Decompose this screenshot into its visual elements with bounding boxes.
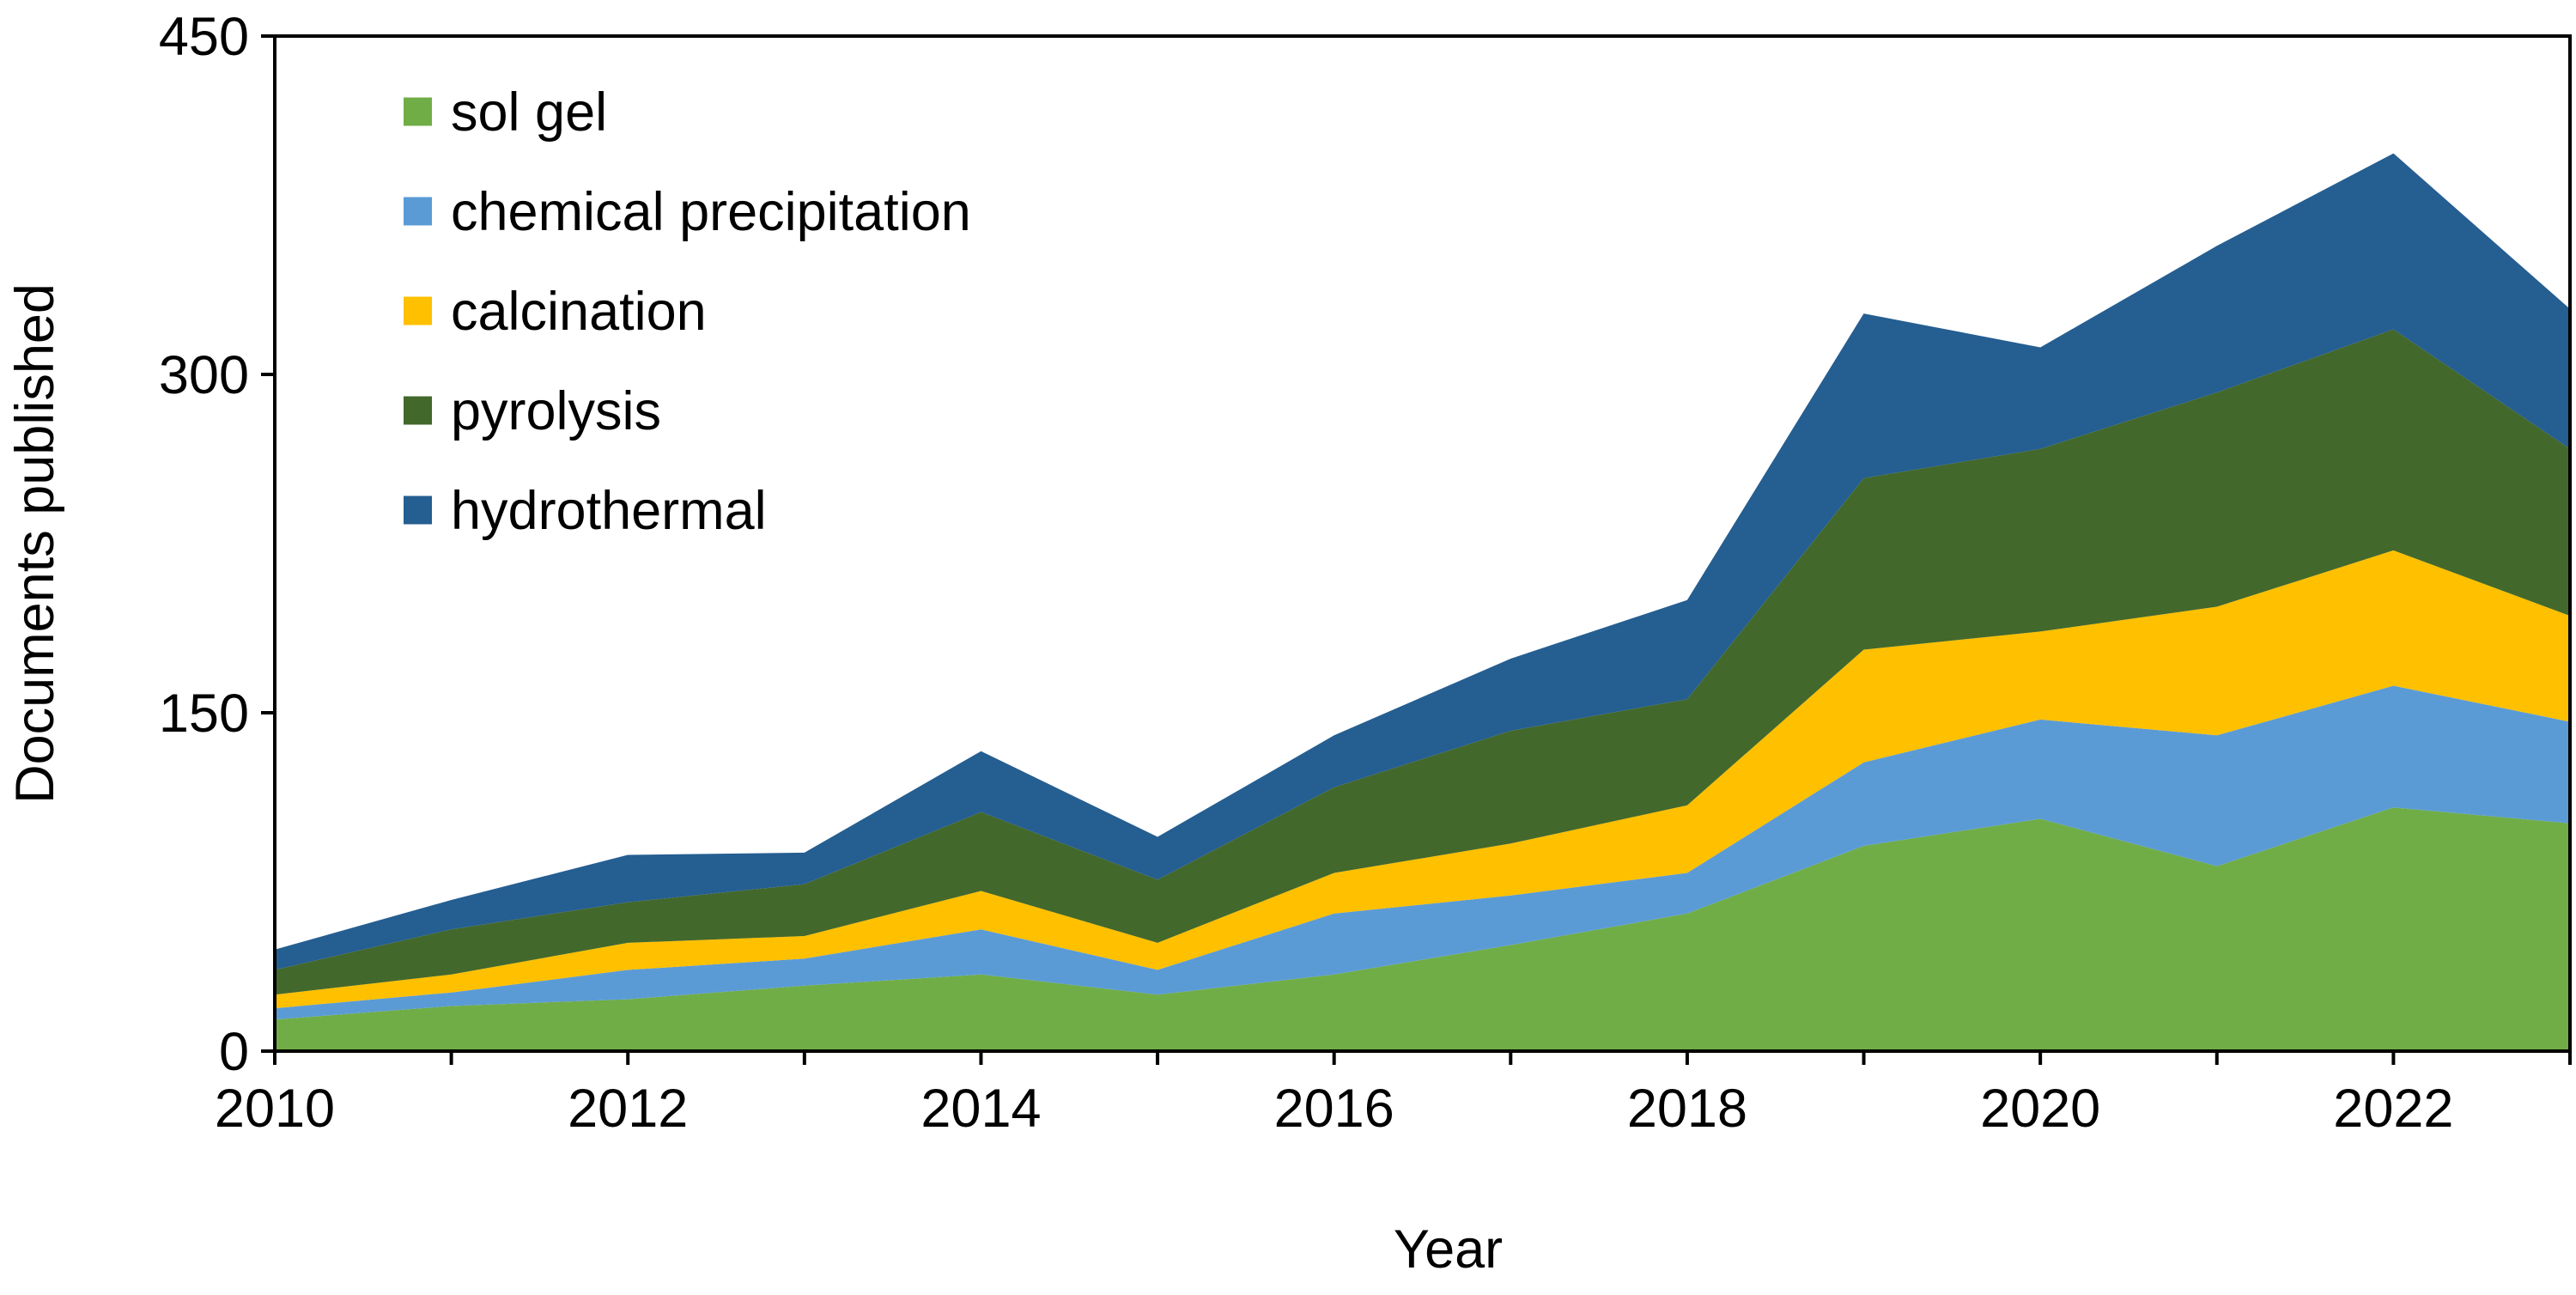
y-tick-label: 300 <box>159 345 249 405</box>
area-sol-gel <box>275 807 2570 1051</box>
legend-swatch-pyrolysis <box>404 396 432 425</box>
legend-swatch-sol-gel <box>404 97 432 126</box>
x-tick-label: 2020 <box>1980 1079 2100 1139</box>
legend-swatch-chemical-precipitation <box>404 197 432 226</box>
area-chemical-precipitation <box>275 685 2570 1020</box>
x-axis-title: Year <box>1394 1219 1503 1280</box>
area-series-group <box>275 153 2570 1051</box>
y-axis-title: Documents published <box>5 283 65 804</box>
x-tick-label: 2010 <box>215 1079 335 1139</box>
plot-area-frame <box>273 34 2572 1053</box>
legend-label-chemical-precipitation: chemical precipitation <box>451 182 971 242</box>
legend-swatch-calcination <box>404 296 432 325</box>
area-calcination <box>275 550 2570 1009</box>
x-tick-label: 2022 <box>2333 1079 2453 1139</box>
legend-label-calcination: calcination <box>451 282 707 342</box>
legend-label-sol-gel: sol gel <box>451 82 607 143</box>
y-axis: 0 150 300 450 <box>159 7 275 1082</box>
x-tick-label: 2012 <box>568 1079 688 1139</box>
legend-swatch-hydrothermal <box>404 496 432 525</box>
x-tick-label: 2016 <box>1274 1079 1394 1139</box>
x-tick-label: 2014 <box>920 1079 1041 1139</box>
legend-label-pyrolysis: pyrolysis <box>451 381 661 441</box>
y-tick-label: 0 <box>219 1022 249 1082</box>
legend-label-hydrothermal: hydrothermal <box>451 481 767 541</box>
x-tick-label: 2018 <box>1627 1079 1747 1139</box>
legend: sol gel chemical precipitation calcination… <box>404 82 971 541</box>
y-tick-label: 150 <box>159 684 249 744</box>
area-pyrolysis <box>275 329 2570 995</box>
y-tick-label: 450 <box>159 7 249 67</box>
x-axis: 2010 2012 2014 2016 2018 2020 2022 <box>215 1051 2572 1139</box>
area-hydrothermal <box>275 153 2570 970</box>
